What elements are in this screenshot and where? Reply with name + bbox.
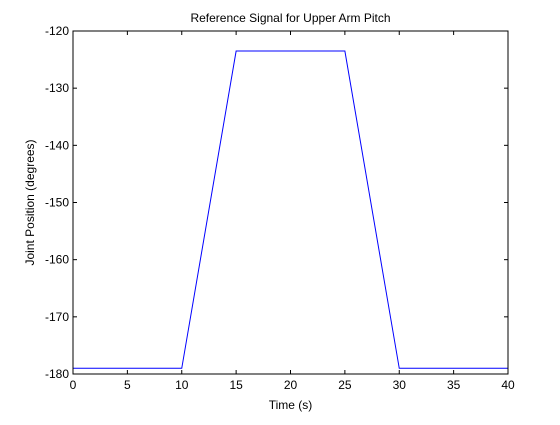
x-tick-label: 30 bbox=[393, 378, 407, 392]
y-tick-label: -150 bbox=[45, 196, 69, 210]
x-tick-label: 25 bbox=[338, 378, 352, 392]
y-tick-label: -170 bbox=[45, 310, 69, 324]
x-tick-label: 20 bbox=[284, 378, 298, 392]
x-tick-label: 5 bbox=[124, 378, 131, 392]
chart-title: Reference Signal for Upper Arm Pitch bbox=[190, 11, 390, 25]
x-tick-label: 15 bbox=[229, 378, 243, 392]
x-tick-label: 40 bbox=[501, 378, 515, 392]
y-tick-label: -120 bbox=[45, 24, 69, 38]
y-tick-label: -130 bbox=[45, 81, 69, 95]
series-layer bbox=[73, 50, 508, 369]
x-tick-label: 35 bbox=[447, 378, 461, 392]
plot-frame bbox=[72, 30, 509, 375]
y-axis-label: Joint Position (degrees) bbox=[23, 139, 37, 265]
tick-layer: 0 5 10 15 20 25 30 35 40 -180 -170 -160 -150 -140 -130… bbox=[45, 24, 515, 392]
y-tick-label: -160 bbox=[45, 253, 69, 267]
x-tick-label: 0 bbox=[70, 378, 77, 392]
plot-area bbox=[73, 31, 508, 374]
y-tick-label: -180 bbox=[45, 367, 69, 381]
x-axis-label: Time (s) bbox=[269, 398, 313, 412]
x-tick-label: 10 bbox=[175, 378, 189, 392]
series-line-1 bbox=[73, 50, 508, 369]
y-tick-label: -140 bbox=[45, 138, 69, 152]
